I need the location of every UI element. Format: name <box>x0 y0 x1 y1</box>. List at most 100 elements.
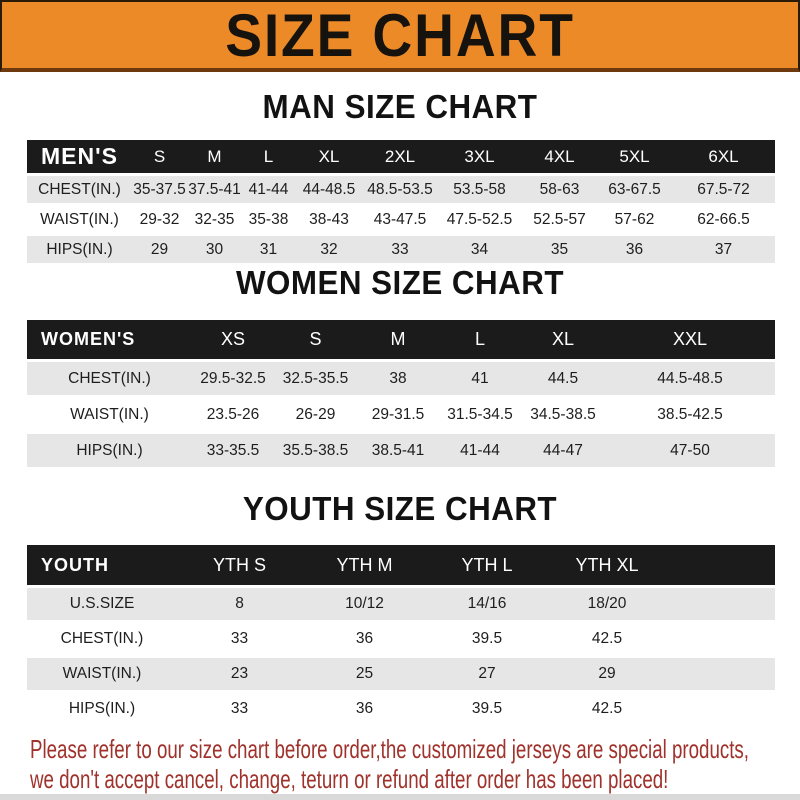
size-cell: 14/16 <box>427 588 547 620</box>
size-cell: 36 <box>597 236 672 263</box>
row-label: HIPS(IN.) <box>27 434 192 467</box>
size-cell: 35-38 <box>242 206 295 233</box>
size-cell: 42.5 <box>547 623 667 655</box>
size-cell: 34.5-38.5 <box>521 398 605 431</box>
size-cell: 33 <box>177 693 302 725</box>
size-cell: 41 <box>439 362 521 395</box>
size-cell: 47.5-52.5 <box>437 206 522 233</box>
size-cell: 23 <box>177 658 302 690</box>
row-label: U.S.SIZE <box>27 588 177 620</box>
men-col-header: S <box>132 140 187 173</box>
row-label: CHEST(IN.) <box>27 362 192 395</box>
size-cell: 43-47.5 <box>363 206 437 233</box>
filler-cell <box>667 693 775 725</box>
women-col-header: XXL <box>605 320 775 359</box>
size-cell: 29-31.5 <box>357 398 439 431</box>
footer-line-2: we don't accept cancel, change, teturn o… <box>30 764 669 794</box>
size-cell: 31 <box>242 236 295 263</box>
size-cell: 38-43 <box>295 206 363 233</box>
youth-header-row: YOUTH YTH S YTH M YTH L YTH XL <box>27 545 775 585</box>
youth-col-header: YTH L <box>427 545 547 585</box>
youth-col-header: YTH M <box>302 545 427 585</box>
women-hips-row: HIPS(IN.) 33-35.5 35.5-38.5 38.5-41 41-4… <box>27 434 775 467</box>
men-size-table: MEN'S S M L XL 2XL 3XL 4XL 5XL 6XL CHEST… <box>27 137 775 266</box>
size-cell: 26-29 <box>274 398 357 431</box>
size-cell: 36 <box>302 693 427 725</box>
size-cell: 41-44 <box>242 176 295 203</box>
youth-section-title: YOUTH SIZE CHART <box>242 490 558 527</box>
women-header-label: WOMEN'S <box>27 320 192 359</box>
size-cell: 44.5 <box>521 362 605 395</box>
youth-waist-row: WAIST(IN.) 23 25 27 29 <box>27 658 775 690</box>
size-cell: 52.5-57 <box>522 206 597 233</box>
size-cell: 10/12 <box>302 588 427 620</box>
filler-cell <box>667 588 775 620</box>
men-hips-row: HIPS(IN.) 29 30 31 32 33 34 35 36 37 <box>27 236 775 263</box>
men-waist-row: WAIST(IN.) 29-32 32-35 35-38 38-43 43-47… <box>27 206 775 233</box>
size-cell: 62-66.5 <box>672 206 775 233</box>
row-label: WAIST(IN.) <box>27 658 177 690</box>
size-cell: 31.5-34.5 <box>439 398 521 431</box>
men-col-header: 4XL <box>522 140 597 173</box>
men-chest-row: CHEST(IN.) 35-37.5 37.5-41 41-44 44-48.5… <box>27 176 775 203</box>
size-cell: 38.5-41 <box>357 434 439 467</box>
filler-cell <box>667 623 775 655</box>
women-col-header: S <box>274 320 357 359</box>
man-section-title: MAN SIZE CHART <box>262 88 538 125</box>
size-cell: 35-37.5 <box>132 176 187 203</box>
women-header-row: WOMEN'S XS S M L XL XXL <box>27 320 775 359</box>
size-cell: 32 <box>295 236 363 263</box>
size-cell: 18/20 <box>547 588 667 620</box>
footer-note: Please refer to our size chart before or… <box>30 734 790 794</box>
women-chest-row: CHEST(IN.) 29.5-32.5 32.5-35.5 38 41 44.… <box>27 362 775 395</box>
youth-header-label: YOUTH <box>27 545 177 585</box>
women-col-header: L <box>439 320 521 359</box>
size-cell: 8 <box>177 588 302 620</box>
women-col-header: XL <box>521 320 605 359</box>
men-col-header: 2XL <box>363 140 437 173</box>
women-size-table: WOMEN'S XS S M L XL XXL CHEST(IN.) 29.5-… <box>27 317 775 470</box>
size-cell: 23.5-26 <box>192 398 274 431</box>
size-cell: 44-47 <box>521 434 605 467</box>
size-cell: 33 <box>363 236 437 263</box>
size-cell: 67.5-72 <box>672 176 775 203</box>
row-label: CHEST(IN.) <box>27 623 177 655</box>
men-col-header: L <box>242 140 295 173</box>
size-cell: 42.5 <box>547 693 667 725</box>
men-header-row: MEN'S S M L XL 2XL 3XL 4XL 5XL 6XL <box>27 140 775 173</box>
size-cell: 44-48.5 <box>295 176 363 203</box>
size-cell: 27 <box>427 658 547 690</box>
size-cell: 25 <box>302 658 427 690</box>
size-cell: 53.5-58 <box>437 176 522 203</box>
size-cell: 38 <box>357 362 439 395</box>
women-col-header: M <box>357 320 439 359</box>
youth-chest-row: CHEST(IN.) 33 36 39.5 42.5 <box>27 623 775 655</box>
size-cell: 32.5-35.5 <box>274 362 357 395</box>
size-cell: 44.5-48.5 <box>605 362 775 395</box>
women-col-header: XS <box>192 320 274 359</box>
men-col-header: 5XL <box>597 140 672 173</box>
row-label: CHEST(IN.) <box>27 176 132 203</box>
women-waist-row: WAIST(IN.) 23.5-26 26-29 29-31.5 31.5-34… <box>27 398 775 431</box>
youth-size-table: YOUTH YTH S YTH M YTH L YTH XL U.S.SIZE … <box>27 542 775 728</box>
youth-col-header: YTH XL <box>547 545 667 585</box>
header-filler-cell <box>667 545 775 585</box>
size-cell: 33 <box>177 623 302 655</box>
size-cell: 41-44 <box>439 434 521 467</box>
size-cell: 29 <box>132 236 187 263</box>
size-cell: 29 <box>547 658 667 690</box>
size-cell: 33-35.5 <box>192 434 274 467</box>
size-cell: 35.5-38.5 <box>274 434 357 467</box>
banner-title: SIZE CHART <box>225 1 575 69</box>
footer-line-1: Please refer to our size chart before or… <box>30 734 749 764</box>
men-col-header: M <box>187 140 242 173</box>
filler-cell <box>667 658 775 690</box>
size-cell: 29-32 <box>132 206 187 233</box>
size-cell: 48.5-53.5 <box>363 176 437 203</box>
size-cell: 39.5 <box>427 623 547 655</box>
youth-col-header: YTH S <box>177 545 302 585</box>
youth-ussize-row: U.S.SIZE 8 10/12 14/16 18/20 <box>27 588 775 620</box>
men-col-header: 3XL <box>437 140 522 173</box>
row-label: WAIST(IN.) <box>27 398 192 431</box>
